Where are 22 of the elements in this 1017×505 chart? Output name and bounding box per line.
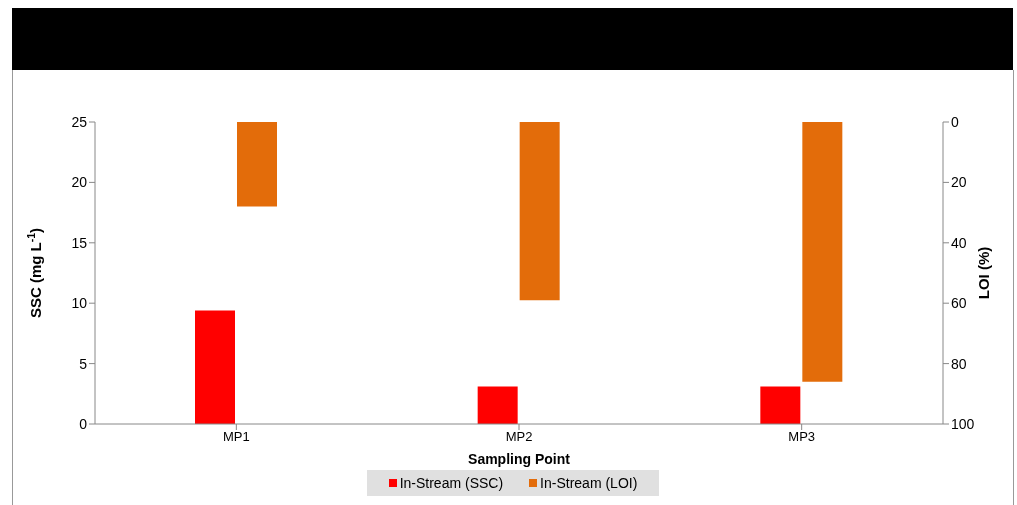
y-tick-label: 20 — [71, 174, 88, 191]
x-axis-title: Sampling Point — [468, 451, 571, 467]
legend-label: In-Stream (LOI) — [539, 475, 638, 491]
y2-tick-label: 0 — [951, 113, 959, 130]
y-tick-label: 25 — [71, 113, 88, 130]
bar — [519, 122, 560, 301]
bar — [237, 122, 277, 207]
y2-tick-label: 20 — [951, 174, 967, 191]
y-tick-label: 0 — [79, 415, 88, 432]
x-tick-label: MP2 — [505, 429, 533, 445]
y2-tick-label: 80 — [951, 355, 967, 372]
x-tick-label: MP1 — [222, 429, 250, 445]
y-tick-label: 5 — [79, 355, 88, 372]
y2-tick-label: 60 — [951, 295, 967, 312]
bar — [802, 122, 843, 382]
y-tick-label: 10 — [71, 295, 88, 312]
legend-label: In-Stream (SSC) — [398, 475, 504, 491]
x-tick-label: MP3 — [788, 429, 816, 445]
y2-axis-title: LOI (%) — [975, 246, 992, 300]
y2-tick-label: 100 — [951, 415, 975, 432]
y-tick-label: 15 — [71, 234, 88, 251]
y2-tick-label: 40 — [951, 234, 967, 251]
